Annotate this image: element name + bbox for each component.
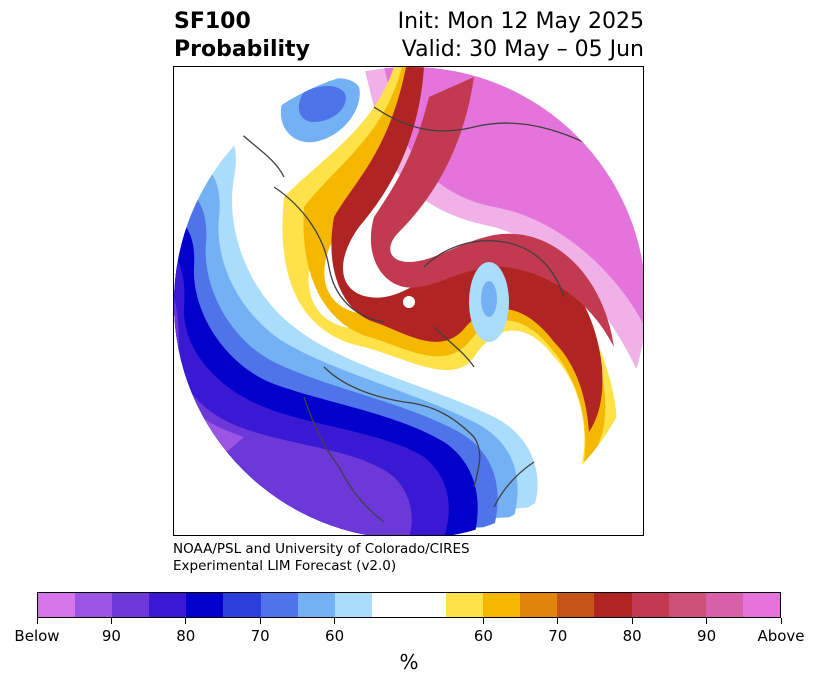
colorbar-segment	[112, 593, 150, 617]
credit-line-2: Experimental LIM Forecast (v2.0)	[173, 558, 397, 574]
colorbar-segment	[260, 593, 298, 617]
colorbar-tick-label: Above	[757, 627, 805, 645]
colorbar-segment	[371, 593, 447, 617]
colorbar-segment	[223, 593, 261, 617]
colorbar-tick	[36, 618, 38, 624]
colorbar-tick	[334, 618, 336, 624]
colorbar-tick	[110, 618, 112, 624]
colorbar-tick	[780, 618, 782, 624]
colorbar-segment	[297, 593, 335, 617]
init-date: Init: Mon 12 May 2025	[397, 9, 644, 34]
colorbar-segment	[557, 593, 595, 617]
colorbar	[37, 592, 781, 618]
colorbar-tick-label: 80	[622, 627, 642, 645]
colorbar-segment	[149, 593, 187, 617]
below-spot-greenland-core	[481, 281, 497, 317]
probability-map	[174, 67, 643, 535]
valid-dates: Valid: 30 May – 05 Jun	[401, 37, 644, 62]
colorbar-tick-label: 90	[101, 627, 121, 645]
north-pole-marker	[403, 296, 415, 308]
colorbar-tick-label: Below	[14, 627, 60, 645]
below-spot-europe-core	[298, 85, 346, 122]
map-panel	[173, 66, 644, 536]
colorbar-tick-label: 90	[697, 627, 717, 645]
credit-line-1: NOAA/PSL and University of Colorado/CIRE…	[173, 541, 470, 557]
variable-type: Probability	[174, 37, 310, 62]
title-left: SF100 Probability	[174, 8, 310, 64]
coastlines	[233, 106, 595, 523]
colorbar-tick-label: 60	[473, 627, 493, 645]
colorbar-segment	[334, 593, 372, 617]
colorbar-segment	[520, 593, 558, 617]
colorbar-segment	[705, 593, 743, 617]
warm-band-red	[331, 67, 603, 432]
colorbar-segment	[742, 593, 780, 617]
variable-name: SF100	[174, 9, 251, 34]
colorbar-segment	[594, 593, 632, 617]
colorbar-segment	[483, 593, 521, 617]
colorbar-segment	[38, 593, 76, 617]
colorbar-tick	[482, 618, 484, 624]
colorbar-tick-label: 60	[325, 627, 345, 645]
colorbar-unit: %	[399, 650, 419, 674]
colorbar-tick-label: 70	[250, 627, 270, 645]
colorbar-tick	[631, 618, 633, 624]
warm-band-rose	[370, 77, 614, 347]
colorbar-segment	[75, 593, 113, 617]
credit-text: NOAA/PSL and University of Colorado/CIRE…	[173, 541, 470, 575]
colorbar-segment	[668, 593, 706, 617]
title-right: Init: Mon 12 May 2025 Valid: 30 May – 05…	[398, 8, 644, 64]
colorbar-tick	[185, 618, 187, 624]
colorbar-tick-label: 80	[176, 627, 196, 645]
colorbar-tick	[557, 618, 559, 624]
colorbar-segment	[631, 593, 669, 617]
colorbar-tick	[259, 618, 261, 624]
colorbar-tick	[706, 618, 708, 624]
colorbar-segment	[446, 593, 484, 617]
colorbar-segment	[186, 593, 224, 617]
colorbar-tick-label: 70	[548, 627, 568, 645]
